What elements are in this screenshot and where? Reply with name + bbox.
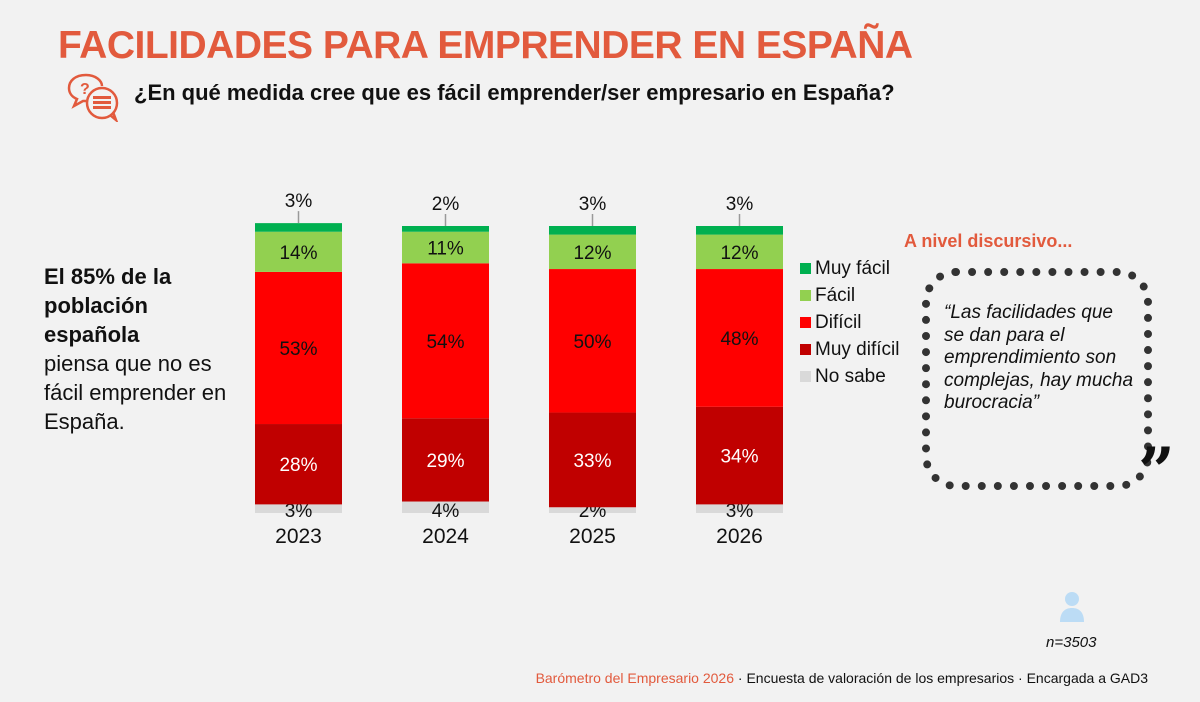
- bar-segment-muy-fácil: [696, 226, 783, 235]
- legend-label: Difícil: [815, 312, 862, 333]
- legend-item: Muy difícil: [800, 339, 905, 360]
- highlight-rest: piensa que no es fácil emprender en Espa…: [44, 351, 227, 434]
- bar-segment-fácil: [255, 231, 342, 272]
- sample-size: n=3503: [1046, 634, 1097, 651]
- footer: Barómetro del Empresario 2026 · Encuesta…: [536, 670, 1148, 686]
- data-label: 50%: [573, 332, 611, 353]
- bar-segment-muy-difícil: [402, 418, 489, 502]
- data-label: 53%: [279, 339, 317, 360]
- x-tick-label: 2025: [569, 525, 616, 548]
- bar-segment-fácil: [549, 234, 636, 270]
- legend-item: No sabe: [800, 366, 905, 387]
- data-label: 48%: [720, 329, 758, 350]
- bar-segment-muy-difícil: [255, 424, 342, 505]
- data-label: 3%: [726, 501, 754, 522]
- svg-text:?: ?: [80, 81, 90, 98]
- highlight-text: El 85% de la población española piensa q…: [44, 262, 234, 436]
- quote-text: “Las facilidades que se dan para el empr…: [944, 302, 1134, 413]
- legend-label: Fácil: [815, 285, 856, 306]
- legend-item: Difícil: [800, 312, 905, 333]
- bar-segment-muy-difícil: [549, 412, 636, 508]
- x-tick-label: 2023: [275, 525, 322, 548]
- legend-label: No sabe: [815, 366, 886, 387]
- quote-box: [922, 268, 1152, 490]
- legend: Muy fácil Fácil Difícil Muy difícil No sabe: [800, 258, 905, 393]
- legend-item: Muy fácil: [800, 258, 905, 279]
- footer-source: Barómetro del Empresario 2026: [535, 670, 734, 686]
- x-tick-label: 2026: [716, 525, 763, 548]
- bar-segment-difícil: [696, 269, 783, 407]
- footer-details: · Encuesta de valoración de los empresar…: [734, 670, 1148, 686]
- data-label: 34%: [720, 447, 758, 468]
- bar-segment-difícil: [255, 271, 342, 425]
- bar-segment-muy-fácil: [402, 226, 489, 232]
- question-chat-bubbles-icon: ?: [67, 73, 119, 122]
- highlight-bold: El 85% de la población española: [44, 264, 172, 347]
- survey-question: ¿En qué medida cree que es fácil emprend…: [134, 80, 895, 105]
- legend-item: Fácil: [800, 285, 905, 306]
- data-label: 11%: [427, 239, 464, 260]
- legend-swatch: [800, 371, 811, 382]
- legend-swatch: [800, 344, 811, 355]
- bar-segment-muy-fácil: [549, 226, 636, 235]
- data-label: 3%: [579, 194, 607, 215]
- bar-segment-muy-fácil: [255, 223, 342, 232]
- bar-segment-difícil: [549, 269, 636, 413]
- legend-label: Muy fácil: [815, 258, 890, 279]
- legend-label: Muy difícil: [815, 339, 900, 360]
- bar-segment-muy-difícil: [696, 406, 783, 505]
- data-label: 12%: [573, 243, 611, 264]
- data-label: 33%: [573, 451, 611, 472]
- bar-segment-fácil: [402, 231, 489, 264]
- page-title: FACILIDADES PARA EMPRENDER EN ESPAÑA: [58, 24, 913, 67]
- data-label: 28%: [279, 455, 317, 476]
- data-label: 3%: [285, 501, 313, 522]
- data-label: 4%: [432, 501, 460, 522]
- x-tick-label: 2024: [422, 525, 469, 548]
- bar-segment-fácil: [696, 234, 783, 270]
- data-label: 3%: [285, 191, 313, 212]
- bar-segment-no-sabe: [549, 507, 636, 513]
- bar-segment-no-sabe: [255, 504, 342, 513]
- quote-mark-icon: ”: [1138, 434, 1175, 509]
- data-label: 12%: [720, 243, 758, 264]
- person-icon: [1060, 592, 1084, 622]
- data-label: 29%: [426, 451, 464, 472]
- data-label: 54%: [426, 332, 464, 353]
- data-label: 2%: [432, 194, 460, 215]
- legend-swatch: [800, 263, 811, 274]
- bar-segment-no-sabe: [402, 501, 489, 513]
- bar-segment-difícil: [402, 263, 489, 419]
- data-label: 14%: [279, 243, 317, 264]
- legend-swatch: [800, 290, 811, 301]
- side-heading: A nivel discursivo...: [904, 231, 1073, 251]
- legend-swatch: [800, 317, 811, 328]
- bar-segment-no-sabe: [696, 504, 783, 513]
- data-label: 3%: [726, 194, 754, 215]
